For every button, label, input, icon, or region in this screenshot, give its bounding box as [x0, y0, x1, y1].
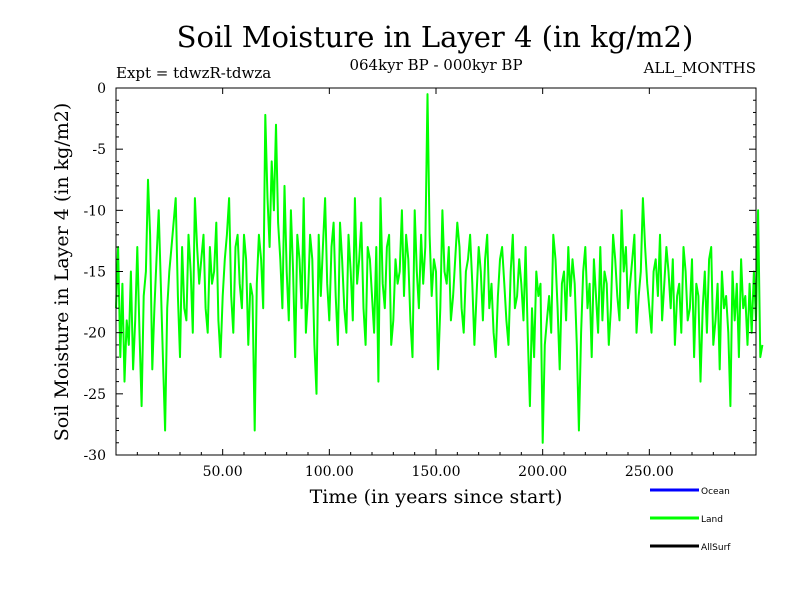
x-axis-label: Time (in years since start) [310, 486, 563, 508]
experiment-label: Expt = tdwzR-tdwza [116, 64, 271, 82]
legend-label-land: Land [701, 515, 723, 525]
y-tick-label: -10 [83, 203, 106, 219]
x-axis: 50.00 100.00 150.00 200.00 250.00 [136, 88, 736, 480]
months-label: ALL_MONTHS [643, 59, 756, 77]
x-tick-label: 100.00 [305, 464, 354, 480]
series-layer [115, 93, 764, 444]
y-tick-label: -20 [83, 326, 106, 342]
chart-title: Soil Moisture in Layer 4 (in kg/m2) [177, 20, 694, 54]
x-tick-label: 150.00 [412, 464, 461, 480]
x-tick-label: 250.00 [625, 464, 674, 480]
y-tick-label: -30 [83, 448, 106, 464]
y-axis: 0 -5 -10 -15 -20 -25 -30 [83, 81, 756, 464]
y-tick-label: -15 [83, 265, 106, 281]
period-label: 064kyr BP - 000kyr BP [349, 56, 522, 74]
legend: Ocean Land AllSurf [650, 487, 731, 553]
y-axis-label: Soil Moisture in Layer 4 (in kg/m2) [51, 103, 73, 442]
x-tick-label: 200.00 [518, 464, 567, 480]
legend-label-ocean: Ocean [701, 487, 730, 497]
legend-label-allsurf: AllSurf [701, 543, 731, 553]
y-tick-label: -5 [92, 142, 106, 158]
y-tick-label: 0 [97, 81, 106, 97]
y-tick-label: -25 [83, 387, 106, 403]
series-line-land [115, 93, 764, 444]
x-tick-label: 50.00 [203, 464, 243, 480]
